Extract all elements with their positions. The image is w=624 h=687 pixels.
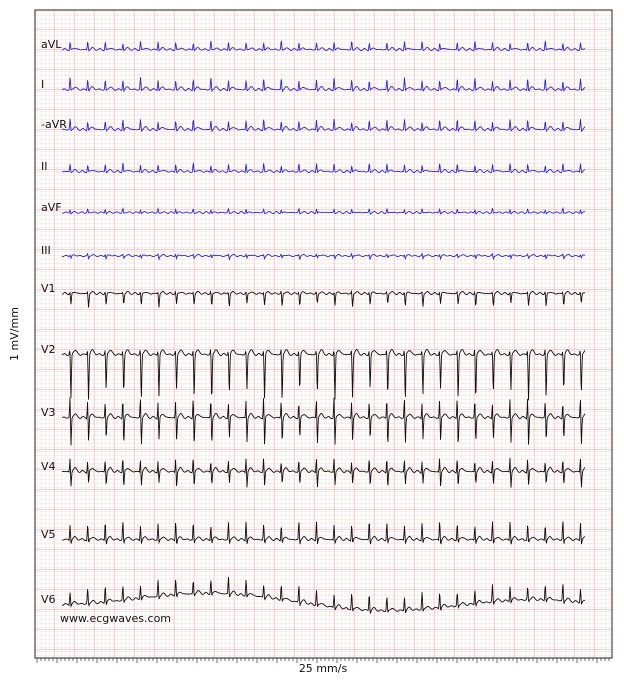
ecg-trace — [61, 397, 586, 446]
ecg-grid — [35, 10, 612, 658]
ecg-trace — [61, 77, 586, 93]
ecg-trace — [61, 289, 586, 308]
lead-labels: aVL I -aVR II aVF III V1 V2 V3 V4 V5 V6 — [41, 38, 67, 606]
lead-label: V6 — [41, 593, 56, 606]
ecg-trace — [61, 162, 586, 174]
x-axis-label: 25 mm/s — [299, 662, 348, 675]
watermark: www.ecgwaves.com — [60, 612, 171, 625]
lead-label: V4 — [41, 460, 56, 473]
x-ticks — [36, 658, 610, 663]
ecg-trace — [61, 576, 586, 614]
ecg-trace — [61, 118, 586, 133]
ecg-trace — [61, 348, 586, 401]
lead-label: -aVR — [41, 118, 67, 131]
lead-label: I — [41, 78, 44, 91]
ecg-trace — [61, 521, 586, 545]
ecg-trace — [61, 39, 586, 52]
ecg-trace — [61, 252, 586, 262]
ecg-trace — [61, 457, 586, 488]
lead-label: II — [41, 160, 48, 173]
lead-label: aVL — [41, 38, 62, 51]
lead-label: V1 — [41, 282, 56, 295]
lead-label: V2 — [41, 343, 56, 356]
y-axis-label: 1 mV/mm — [8, 307, 21, 361]
lead-label: V5 — [41, 528, 56, 541]
lead-label: aVF — [41, 201, 62, 214]
ecg-trace — [61, 206, 586, 215]
lead-label: V3 — [41, 406, 56, 419]
lead-label: III — [41, 244, 51, 257]
plot-frame — [34, 9, 613, 659]
waveforms — [61, 39, 586, 614]
